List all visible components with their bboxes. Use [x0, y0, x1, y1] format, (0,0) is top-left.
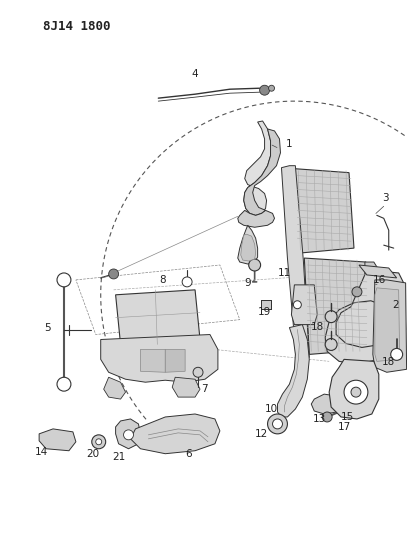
Text: 8: 8	[159, 275, 166, 285]
Circle shape	[259, 85, 270, 95]
Circle shape	[96, 439, 102, 445]
Polygon shape	[304, 258, 371, 354]
Polygon shape	[282, 166, 309, 359]
Circle shape	[325, 338, 337, 350]
Polygon shape	[311, 394, 341, 414]
Text: 5: 5	[44, 322, 51, 333]
Circle shape	[351, 387, 361, 397]
Text: 11: 11	[278, 268, 291, 278]
Circle shape	[344, 380, 368, 404]
Polygon shape	[115, 290, 200, 344]
Circle shape	[325, 311, 337, 322]
Circle shape	[57, 273, 71, 287]
Text: 15: 15	[340, 412, 354, 422]
Polygon shape	[365, 262, 379, 351]
Circle shape	[293, 301, 302, 309]
Circle shape	[124, 430, 133, 440]
Circle shape	[182, 277, 192, 287]
Circle shape	[322, 412, 332, 422]
Polygon shape	[165, 350, 185, 372]
Text: 12: 12	[255, 429, 268, 439]
Circle shape	[273, 419, 282, 429]
Text: 4: 4	[192, 69, 198, 79]
Polygon shape	[373, 280, 407, 372]
Polygon shape	[131, 414, 220, 454]
Text: 18: 18	[310, 321, 324, 332]
Text: 6: 6	[185, 449, 191, 459]
Polygon shape	[325, 270, 406, 365]
Text: 18: 18	[382, 357, 395, 367]
Text: 7: 7	[201, 384, 207, 394]
Polygon shape	[238, 211, 275, 227]
Text: 19: 19	[258, 306, 271, 317]
Circle shape	[268, 85, 275, 91]
Polygon shape	[244, 129, 280, 215]
Text: 8J14 1800: 8J14 1800	[43, 20, 111, 33]
Text: 17: 17	[337, 422, 350, 432]
Text: 16: 16	[373, 275, 386, 285]
Circle shape	[193, 367, 203, 377]
Polygon shape	[104, 377, 126, 399]
Text: 14: 14	[35, 447, 48, 457]
Polygon shape	[295, 168, 354, 253]
Circle shape	[249, 259, 261, 271]
Polygon shape	[359, 265, 397, 278]
Text: 1: 1	[286, 139, 293, 149]
Text: 2: 2	[392, 300, 399, 310]
Polygon shape	[238, 225, 257, 264]
Circle shape	[268, 414, 287, 434]
Text: 9: 9	[244, 278, 251, 288]
Polygon shape	[101, 335, 218, 382]
Polygon shape	[115, 419, 140, 449]
Text: 3: 3	[382, 193, 389, 204]
Text: 13: 13	[313, 414, 326, 424]
Polygon shape	[291, 285, 317, 325]
Text: 20: 20	[86, 449, 99, 459]
Circle shape	[109, 269, 119, 279]
Polygon shape	[277, 325, 309, 417]
Polygon shape	[261, 300, 271, 309]
Text: 21: 21	[112, 451, 125, 462]
Polygon shape	[367, 290, 384, 310]
Polygon shape	[241, 234, 256, 261]
Circle shape	[92, 435, 106, 449]
Polygon shape	[375, 288, 400, 361]
Polygon shape	[172, 377, 200, 397]
Polygon shape	[244, 121, 271, 215]
Circle shape	[57, 377, 71, 391]
Polygon shape	[329, 359, 379, 419]
Circle shape	[391, 349, 403, 360]
Circle shape	[352, 287, 362, 297]
Polygon shape	[39, 429, 76, 451]
Text: 10: 10	[265, 404, 278, 414]
Polygon shape	[140, 350, 165, 372]
